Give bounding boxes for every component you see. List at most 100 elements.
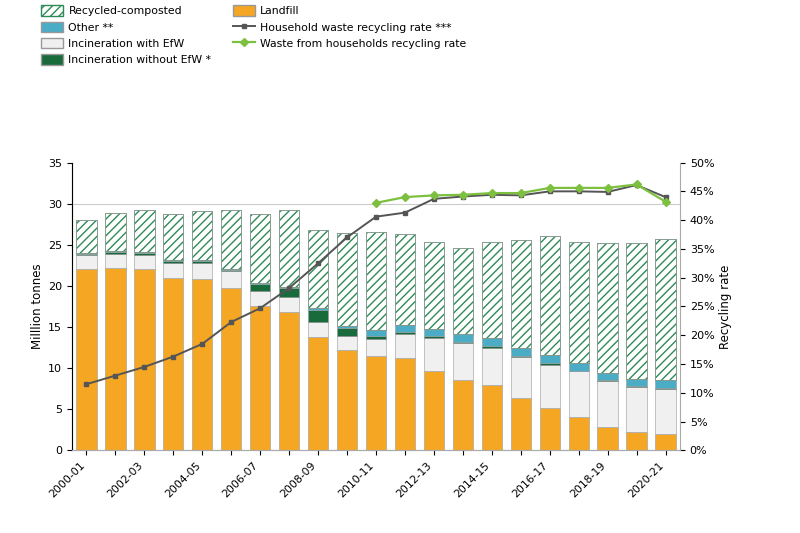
Bar <box>308 310 328 322</box>
Bar <box>106 213 126 252</box>
Bar <box>453 379 473 450</box>
Bar <box>250 284 270 291</box>
Bar <box>453 248 473 334</box>
Bar <box>221 270 242 271</box>
Bar <box>192 279 213 450</box>
Bar <box>337 336 357 350</box>
Bar <box>424 329 444 336</box>
Bar <box>482 385 502 450</box>
Bar <box>221 271 242 288</box>
Bar <box>134 255 154 270</box>
Bar <box>453 343 473 379</box>
Bar <box>192 211 213 261</box>
Bar <box>598 373 618 381</box>
Bar <box>279 288 299 297</box>
Bar <box>655 434 676 450</box>
Bar <box>279 312 299 450</box>
Bar <box>308 230 328 308</box>
Bar <box>279 287 299 288</box>
Bar <box>134 252 154 253</box>
Bar <box>76 254 97 255</box>
Bar <box>395 358 415 450</box>
Bar <box>76 255 97 270</box>
Bar <box>626 432 646 450</box>
Bar <box>76 253 97 254</box>
Bar <box>337 326 357 328</box>
Bar <box>221 288 242 450</box>
Bar <box>192 261 213 263</box>
Bar <box>395 332 415 334</box>
Bar <box>453 248 473 334</box>
Bar <box>337 233 357 326</box>
Bar <box>221 210 242 270</box>
Bar <box>424 336 444 338</box>
Bar <box>279 297 299 312</box>
Bar <box>163 278 183 450</box>
Bar <box>250 214 270 284</box>
Bar <box>337 328 357 336</box>
Bar <box>134 253 154 255</box>
Bar <box>626 379 646 386</box>
Bar <box>655 239 676 381</box>
Bar <box>192 263 213 279</box>
Bar <box>482 348 502 385</box>
Bar <box>308 322 328 337</box>
Bar <box>453 342 473 343</box>
Bar <box>569 243 589 363</box>
Bar <box>163 263 183 278</box>
Y-axis label: Milllion tonnes: Milllion tonnes <box>31 264 44 349</box>
Bar <box>192 211 213 261</box>
Bar <box>366 336 386 340</box>
Bar <box>279 210 299 287</box>
Bar <box>366 340 386 356</box>
Bar <box>539 408 560 450</box>
Bar <box>366 232 386 329</box>
Bar <box>366 232 386 329</box>
Bar <box>626 243 646 379</box>
Y-axis label: Recycling rate: Recycling rate <box>718 264 732 349</box>
Bar <box>106 252 126 254</box>
Bar <box>106 254 126 268</box>
Bar <box>510 358 531 398</box>
Bar <box>655 239 676 381</box>
Bar <box>482 346 502 348</box>
Bar <box>539 365 560 408</box>
Bar <box>395 334 415 358</box>
Bar <box>163 261 183 263</box>
Bar <box>134 210 154 252</box>
Bar <box>655 381 676 388</box>
Bar <box>337 350 357 450</box>
Bar <box>453 334 473 342</box>
Bar <box>569 243 589 363</box>
Bar <box>569 370 589 372</box>
Bar <box>308 337 328 450</box>
Bar <box>76 220 97 253</box>
Bar <box>308 230 328 308</box>
Bar <box>76 270 97 450</box>
Bar <box>626 243 646 379</box>
Bar <box>250 306 270 450</box>
Bar <box>76 220 97 253</box>
Bar <box>250 291 270 306</box>
Bar <box>482 241 502 338</box>
Bar <box>134 210 154 252</box>
Legend: Recycled-composted, Other **, Incineration with EfW, Incineration without EfW *,: Recycled-composted, Other **, Incinerati… <box>42 5 466 65</box>
Bar <box>569 372 589 417</box>
Bar <box>510 348 531 356</box>
Bar <box>221 210 242 270</box>
Bar <box>482 338 502 346</box>
Bar <box>626 387 646 432</box>
Bar <box>395 234 415 325</box>
Bar <box>106 213 126 252</box>
Bar <box>424 338 444 370</box>
Bar <box>163 214 183 261</box>
Bar <box>539 236 560 355</box>
Bar <box>510 398 531 450</box>
Bar <box>539 355 560 363</box>
Bar <box>510 240 531 348</box>
Bar <box>395 325 415 332</box>
Bar <box>569 363 589 370</box>
Bar <box>482 241 502 338</box>
Bar <box>424 370 444 450</box>
Bar <box>598 243 618 373</box>
